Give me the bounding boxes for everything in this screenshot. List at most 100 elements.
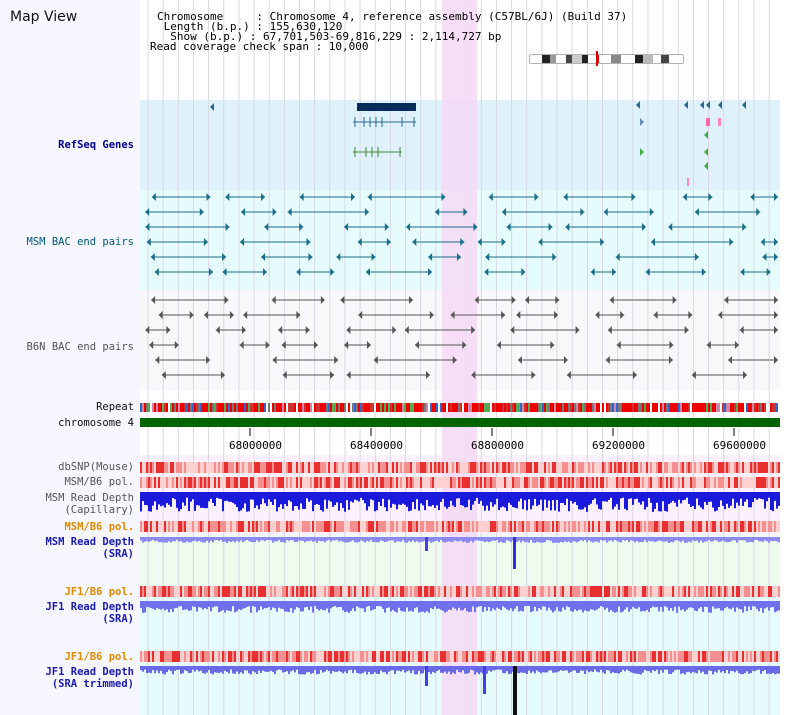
polymorphism-cell bbox=[628, 477, 630, 488]
depth-bar bbox=[258, 492, 260, 510]
polymorphism-cell bbox=[274, 651, 276, 662]
repeat-segment bbox=[608, 403, 610, 412]
polymorphism-cell bbox=[536, 586, 538, 597]
depth-bar bbox=[500, 666, 502, 670]
polymorphism-cell bbox=[630, 462, 632, 473]
polymorphism-cell bbox=[298, 586, 300, 597]
depth-bar bbox=[452, 492, 454, 506]
msm-bac-label[interactable]: MSM BAC end pairs bbox=[26, 236, 134, 248]
polymorphism-cell bbox=[462, 521, 464, 532]
depth-bar bbox=[196, 666, 198, 670]
polymorphism-cell bbox=[214, 477, 216, 488]
depth-bar bbox=[620, 666, 622, 673]
polymorphism-cell bbox=[492, 586, 494, 597]
depth-bar bbox=[196, 537, 198, 542]
depth-bar bbox=[560, 492, 562, 503]
repeat-segment bbox=[714, 403, 716, 412]
repeat-segment bbox=[478, 403, 480, 412]
polymorphism-cell bbox=[570, 586, 572, 597]
depth-bar bbox=[770, 601, 772, 608]
polymorphism-cell bbox=[412, 651, 414, 662]
polymorphism-cell bbox=[758, 462, 760, 473]
depth-bar bbox=[382, 537, 384, 541]
polymorphism-cell bbox=[548, 477, 550, 488]
depth-bar bbox=[764, 666, 766, 671]
depth-bar bbox=[496, 537, 498, 541]
polymorphism-cell bbox=[274, 586, 276, 597]
polymorphism-cell bbox=[394, 521, 396, 532]
depth-bar bbox=[576, 537, 578, 543]
depth-bar bbox=[200, 492, 202, 508]
depth-bar bbox=[220, 601, 222, 612]
b6n-bac-label[interactable]: B6N BAC end pairs bbox=[26, 341, 134, 353]
depth-bar bbox=[714, 666, 716, 672]
refseq-genes-label[interactable]: RefSeq Genes bbox=[58, 139, 134, 151]
depth-bar bbox=[458, 601, 460, 608]
depth-bar bbox=[548, 601, 550, 608]
depth-bar bbox=[566, 537, 568, 543]
polymorphism-cell bbox=[718, 521, 720, 532]
repeat-segment bbox=[328, 403, 330, 412]
polymorphism-cell bbox=[202, 651, 204, 662]
polymorphism-cell bbox=[338, 477, 340, 488]
polymorphism-cell bbox=[454, 586, 456, 597]
depth-bar bbox=[664, 601, 666, 607]
depth-bar bbox=[450, 492, 452, 501]
depth-bar bbox=[376, 492, 378, 511]
repeat-segment bbox=[448, 403, 450, 412]
polymorphism-cell bbox=[624, 462, 626, 473]
bac-end-marker bbox=[282, 371, 287, 379]
depth-bar bbox=[286, 666, 288, 672]
polymorphism-cell bbox=[224, 462, 226, 473]
polymorphism-cell bbox=[566, 521, 568, 532]
polymorphism-cell bbox=[434, 651, 436, 662]
depth-bar bbox=[694, 537, 696, 542]
polymorphism-cell bbox=[694, 462, 696, 473]
polymorphism-cell bbox=[772, 462, 774, 473]
depth-bar bbox=[568, 492, 570, 512]
polymorphism-cell bbox=[396, 462, 398, 473]
repeat-segment bbox=[254, 403, 256, 412]
depth-bar bbox=[438, 492, 440, 511]
polymorphism-cell bbox=[468, 651, 470, 662]
repeat-segment bbox=[198, 403, 200, 412]
polymorphism-cell bbox=[532, 586, 534, 597]
depth-bar bbox=[158, 492, 160, 505]
polymorphism-cell bbox=[524, 521, 526, 532]
polymorphism-cell bbox=[394, 477, 396, 488]
depth-bar bbox=[192, 537, 194, 542]
polymorphism-cell bbox=[302, 521, 304, 532]
depth-bar bbox=[688, 537, 690, 542]
polymorphism-cell bbox=[270, 521, 272, 532]
polymorphism-cell bbox=[648, 477, 650, 488]
polymorphism-cell bbox=[320, 462, 322, 473]
depth-bar bbox=[766, 601, 768, 608]
depth-spike bbox=[483, 666, 486, 694]
polymorphism-cell bbox=[618, 477, 620, 488]
repeat-segment bbox=[342, 403, 344, 412]
depth-bar bbox=[614, 492, 616, 507]
polymorphism-cell bbox=[168, 462, 170, 473]
polymorphism-cell bbox=[180, 462, 182, 473]
depth-bar bbox=[496, 666, 498, 670]
depth-bar bbox=[194, 601, 196, 607]
repeat-segment bbox=[514, 403, 516, 412]
depth-bar bbox=[698, 492, 700, 506]
repeat-segment bbox=[410, 403, 412, 412]
polymorphism-cell bbox=[172, 586, 174, 597]
polymorphism-cell bbox=[160, 477, 162, 488]
depth-bar bbox=[630, 601, 632, 610]
polymorphism-cell bbox=[430, 521, 432, 532]
depth-bar bbox=[278, 601, 280, 608]
polymorphism-cell bbox=[444, 477, 446, 488]
depth-bar bbox=[524, 492, 526, 501]
repeat-segment bbox=[476, 403, 478, 412]
polymorphism-cell bbox=[440, 651, 442, 662]
depth-bar bbox=[594, 492, 596, 499]
repeat-segment bbox=[510, 403, 512, 412]
depth-bar bbox=[664, 666, 666, 670]
polymorphism-cell bbox=[544, 651, 546, 662]
polymorphism-cell bbox=[692, 477, 694, 488]
repeat-segment bbox=[502, 403, 504, 412]
